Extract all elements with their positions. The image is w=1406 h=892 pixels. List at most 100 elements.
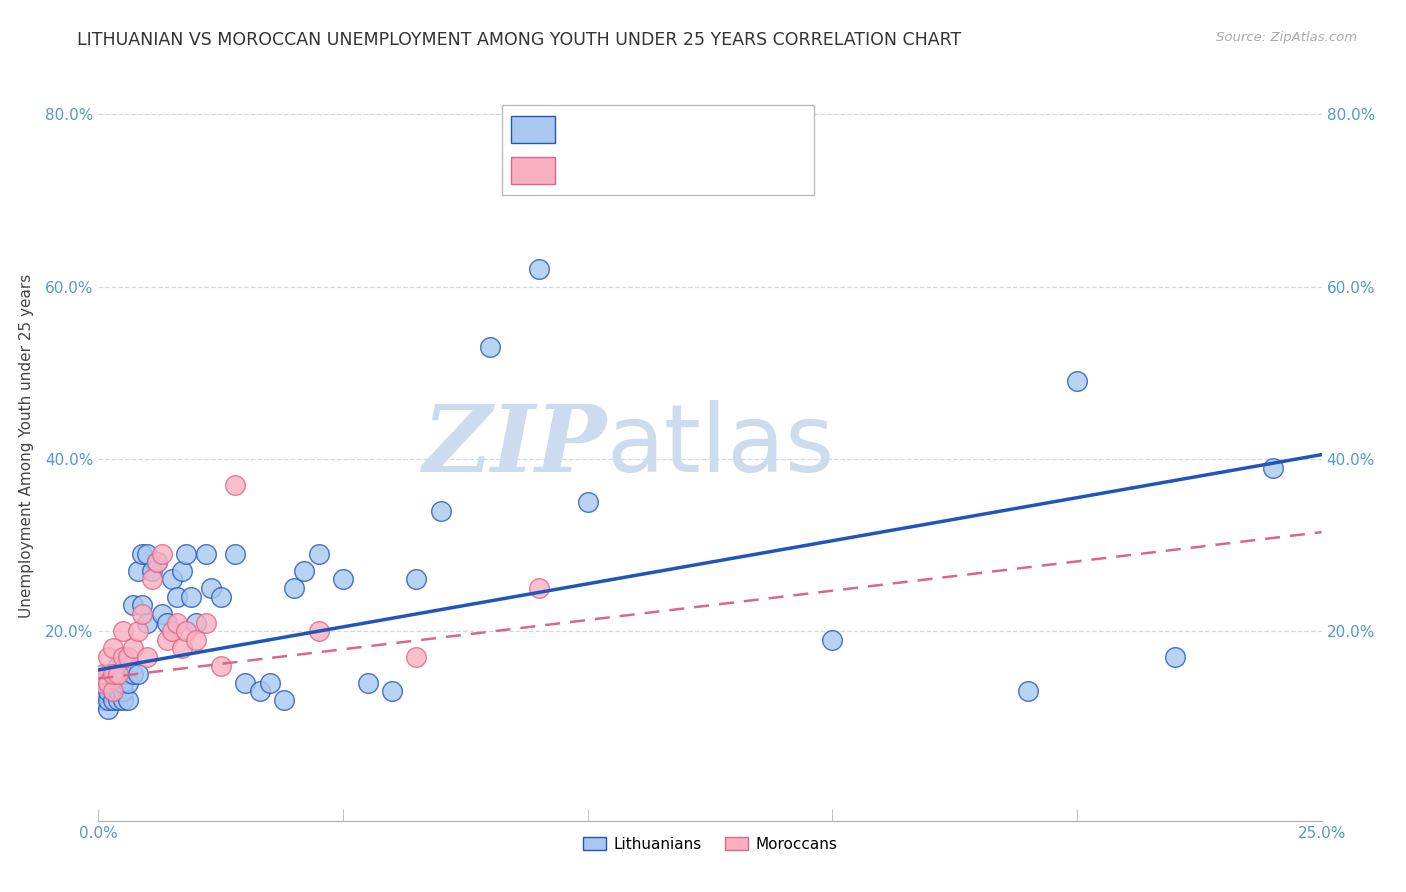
Point — [101, 667, 124, 681]
Point — [209, 590, 232, 604]
Point — [146, 555, 169, 569]
Point — [186, 615, 208, 630]
Point — [136, 650, 159, 665]
Text: atlas: atlas — [606, 400, 834, 492]
Point — [107, 684, 129, 698]
Point — [121, 599, 143, 613]
Point — [478, 340, 501, 354]
Point — [381, 684, 404, 698]
Point — [156, 615, 179, 630]
Point — [224, 547, 246, 561]
Point — [160, 624, 183, 639]
Point — [176, 547, 198, 561]
Text: Source: ZipAtlas.com: Source: ZipAtlas.com — [1216, 31, 1357, 45]
Point — [156, 632, 179, 647]
Point — [91, 693, 114, 707]
Point — [107, 693, 129, 707]
Point — [117, 676, 139, 690]
Point — [150, 547, 173, 561]
Point — [107, 676, 129, 690]
Point — [430, 503, 453, 517]
Point — [101, 684, 124, 698]
Point — [127, 624, 149, 639]
Point — [101, 641, 124, 656]
Point — [821, 632, 844, 647]
Point — [195, 547, 218, 561]
Point — [1066, 375, 1088, 389]
Point — [527, 581, 550, 595]
Point — [259, 676, 281, 690]
Point — [117, 650, 139, 665]
Point — [91, 667, 114, 681]
Legend: Lithuanians, Moroccans: Lithuanians, Moroccans — [576, 830, 844, 858]
Point — [131, 599, 153, 613]
Point — [1261, 460, 1284, 475]
Point — [170, 564, 193, 578]
Point — [91, 684, 114, 698]
Point — [131, 607, 153, 621]
Point — [166, 615, 188, 630]
Point — [97, 667, 120, 681]
Point — [111, 624, 134, 639]
Point — [224, 477, 246, 491]
Point — [111, 684, 134, 698]
Point — [97, 684, 120, 698]
Point — [180, 590, 202, 604]
Point — [107, 667, 129, 681]
Point — [131, 547, 153, 561]
Point — [97, 676, 120, 690]
Point — [249, 684, 271, 698]
Point — [176, 624, 198, 639]
Point — [1017, 684, 1039, 698]
Point — [233, 676, 256, 690]
Point — [91, 676, 114, 690]
Point — [292, 564, 315, 578]
Point — [527, 262, 550, 277]
Point — [170, 641, 193, 656]
Point — [111, 693, 134, 707]
Point — [101, 676, 124, 690]
Point — [166, 590, 188, 604]
Point — [97, 676, 120, 690]
Y-axis label: Unemployment Among Youth under 25 years: Unemployment Among Youth under 25 years — [18, 274, 34, 618]
Point — [405, 650, 427, 665]
Point — [117, 693, 139, 707]
Point — [97, 650, 120, 665]
Point — [136, 615, 159, 630]
Point — [576, 495, 599, 509]
Point — [186, 632, 208, 647]
Point — [136, 547, 159, 561]
Point — [91, 676, 114, 690]
Point — [111, 667, 134, 681]
Point — [97, 701, 120, 715]
Point — [209, 658, 232, 673]
Point — [121, 667, 143, 681]
Point — [141, 564, 163, 578]
Point — [97, 693, 120, 707]
Text: ZIP: ZIP — [422, 401, 606, 491]
Point — [308, 624, 330, 639]
Point — [101, 667, 124, 681]
Point — [127, 564, 149, 578]
Point — [405, 573, 427, 587]
Point — [146, 555, 169, 569]
Point — [111, 676, 134, 690]
Point — [332, 573, 354, 587]
Point — [1164, 650, 1187, 665]
Point — [356, 676, 378, 690]
Point — [117, 658, 139, 673]
Point — [308, 547, 330, 561]
Point — [141, 573, 163, 587]
Text: LITHUANIAN VS MOROCCAN UNEMPLOYMENT AMONG YOUTH UNDER 25 YEARS CORRELATION CHART: LITHUANIAN VS MOROCCAN UNEMPLOYMENT AMON… — [77, 31, 962, 49]
Point — [107, 658, 129, 673]
Point — [160, 573, 183, 587]
Point — [111, 650, 134, 665]
Point — [195, 615, 218, 630]
Point — [150, 607, 173, 621]
Point — [200, 581, 222, 595]
Point — [283, 581, 305, 595]
Point — [121, 641, 143, 656]
Point — [127, 667, 149, 681]
Point — [101, 684, 124, 698]
Point — [101, 693, 124, 707]
